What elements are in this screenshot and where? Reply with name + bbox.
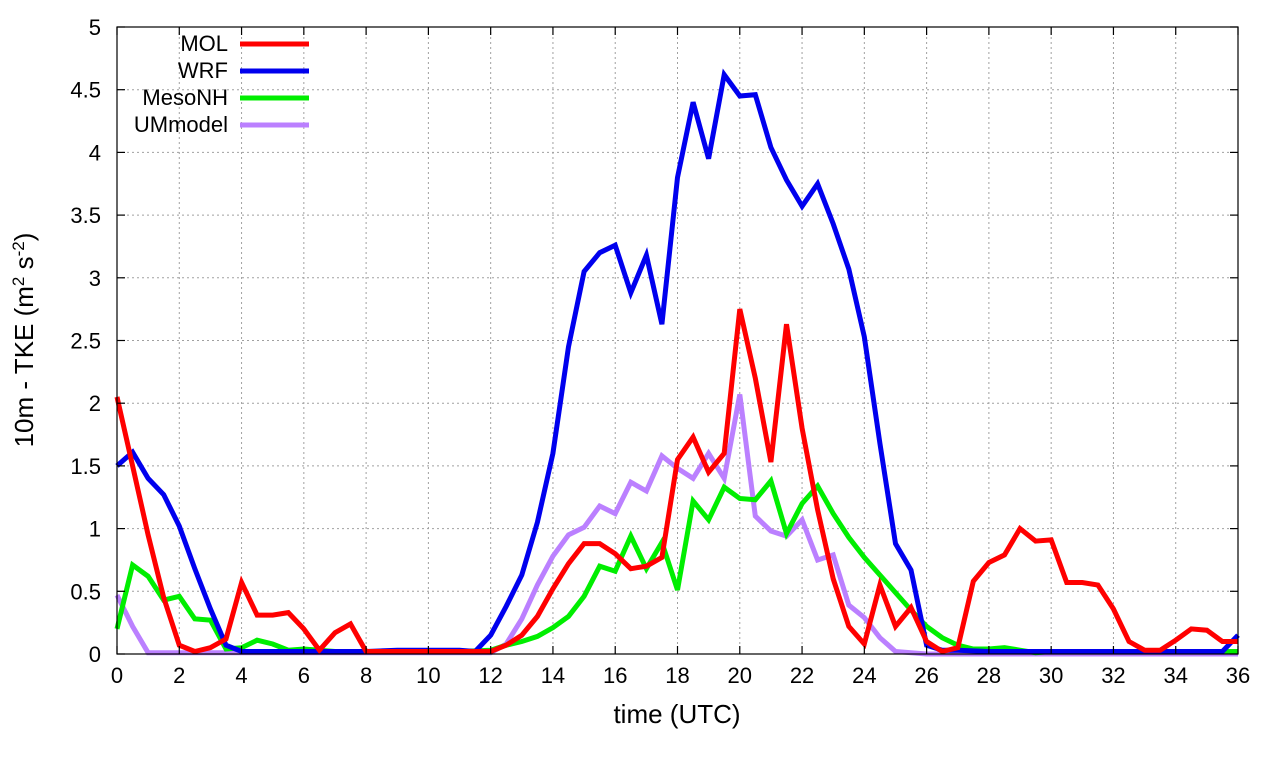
y-tick-label: 4.5 xyxy=(70,78,101,103)
x-tick-label: 18 xyxy=(665,663,689,688)
y-tick-label: 3 xyxy=(89,266,101,291)
x-tick-label: 2 xyxy=(173,663,185,688)
y-axis-title-part: 10m - TKE (m xyxy=(9,286,39,447)
x-tick-label: 26 xyxy=(914,663,938,688)
y-tick-labels: 0 0.5 1 1.5 2 2.5 3 3.5 4 4.5 5 xyxy=(70,15,101,667)
y-tick-label: 0.5 xyxy=(70,579,101,604)
x-tick-labels: 0 2 4 6 8 10 12 14 16 18 20 22 24 26 28 30 32 34 36 xyxy=(111,663,1250,688)
series-line-mol xyxy=(114,308,1238,655)
x-tick-label: 22 xyxy=(790,663,814,688)
legend-label-ummodel: UMmodel xyxy=(134,112,228,137)
y-axis-title-superscript: -2 xyxy=(9,241,28,256)
x-tick-label: 0 xyxy=(111,663,123,688)
grid xyxy=(117,27,1238,654)
y-axis-title-superscript: 2 xyxy=(9,277,28,286)
y-tick-label: 2.5 xyxy=(70,329,101,354)
series-line-wrf xyxy=(115,68,1240,655)
y-axis-title-part: s xyxy=(9,256,39,276)
x-tick-label: 8 xyxy=(360,663,372,688)
legend-label-mesonh: MesoNH xyxy=(142,85,228,110)
x-tick-label: 32 xyxy=(1101,663,1125,688)
y-tick-label: 2 xyxy=(89,391,101,416)
y-tick-label: 5 xyxy=(89,15,101,40)
x-axis-title: time (UTC) xyxy=(613,699,740,729)
y-axis-title-part: ) xyxy=(9,233,39,242)
y-tick-label: 0 xyxy=(89,642,101,667)
y-tick-label: 1.5 xyxy=(70,454,101,479)
x-tick-label: 16 xyxy=(603,663,627,688)
x-tick-label: 24 xyxy=(852,663,876,688)
x-tick-label: 10 xyxy=(416,663,440,688)
x-tick-label: 4 xyxy=(235,663,247,688)
x-tick-label: 12 xyxy=(478,663,502,688)
series-line-mesonh xyxy=(114,475,1238,656)
legend-label-mol: MOL xyxy=(180,31,228,56)
x-tick-label: 30 xyxy=(1039,663,1063,688)
legend-label-wrf: WRF xyxy=(178,58,228,83)
x-tick-label: 36 xyxy=(1226,663,1250,688)
y-tick-label: 4 xyxy=(89,140,101,165)
y-axis-title: 10m - TKE (m2 s-2) xyxy=(9,233,40,448)
x-tick-label: 14 xyxy=(541,663,565,688)
y-tick-label: 3.5 xyxy=(70,203,101,228)
x-tick-label: 6 xyxy=(298,663,310,688)
x-tick-label: 28 xyxy=(977,663,1001,688)
x-tick-label: 34 xyxy=(1163,663,1187,688)
y-tick-label: 1 xyxy=(89,517,101,542)
axis-ticks xyxy=(116,26,1239,655)
x-tick-label: 20 xyxy=(728,663,752,688)
